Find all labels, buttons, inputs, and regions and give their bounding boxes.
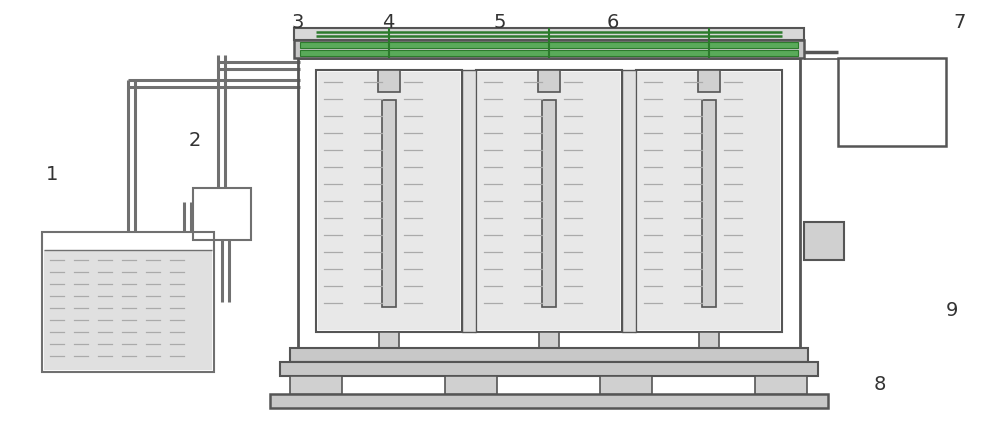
Bar bbox=[378, 70, 400, 92]
Bar bbox=[445, 376, 497, 394]
Bar bbox=[280, 362, 818, 376]
Text: 4: 4 bbox=[382, 12, 394, 31]
Bar bbox=[838, 58, 946, 146]
Bar bbox=[478, 72, 620, 330]
Bar bbox=[44, 250, 212, 370]
Bar bbox=[298, 58, 800, 348]
Bar bbox=[294, 28, 804, 40]
Bar bbox=[462, 70, 476, 332]
Bar bbox=[702, 100, 716, 307]
Bar bbox=[382, 100, 396, 307]
Text: 8: 8 bbox=[874, 376, 886, 394]
Text: 7: 7 bbox=[954, 12, 966, 31]
Text: 1: 1 bbox=[46, 165, 58, 184]
Bar bbox=[300, 42, 798, 48]
Bar bbox=[379, 332, 399, 348]
Bar bbox=[318, 72, 460, 330]
Text: 5: 5 bbox=[494, 12, 506, 31]
Bar bbox=[290, 348, 808, 362]
Bar bbox=[698, 70, 720, 92]
Bar bbox=[476, 70, 622, 332]
Bar bbox=[636, 70, 782, 332]
Text: 2: 2 bbox=[189, 131, 201, 150]
Bar bbox=[193, 188, 251, 240]
Text: 6: 6 bbox=[607, 12, 619, 31]
Bar bbox=[542, 100, 556, 307]
Text: 3: 3 bbox=[292, 12, 304, 31]
Bar bbox=[638, 72, 780, 330]
Bar bbox=[42, 232, 214, 372]
Bar bbox=[622, 70, 636, 332]
Bar bbox=[294, 40, 804, 58]
Bar bbox=[290, 376, 342, 394]
Bar bbox=[539, 332, 559, 348]
Bar bbox=[316, 70, 462, 332]
Bar bbox=[699, 332, 719, 348]
Bar bbox=[300, 50, 798, 56]
Text: 9: 9 bbox=[946, 301, 958, 320]
Bar bbox=[600, 376, 652, 394]
Bar bbox=[270, 394, 828, 408]
Bar bbox=[538, 70, 560, 92]
Bar bbox=[804, 222, 844, 260]
Bar bbox=[755, 376, 807, 394]
